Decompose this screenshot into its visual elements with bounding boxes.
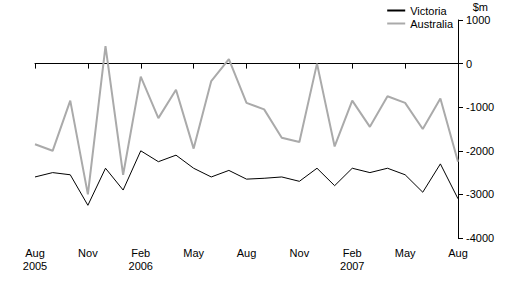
svg-text:-1000: -1000	[466, 101, 494, 113]
svg-text:2007: 2007	[340, 260, 364, 272]
svg-text:Feb: Feb	[343, 247, 362, 259]
svg-text:1000: 1000	[466, 14, 490, 26]
svg-text:0: 0	[466, 58, 472, 70]
svg-text:Australia: Australia	[410, 18, 454, 30]
svg-text:2005: 2005	[23, 260, 47, 272]
svg-text:-2000: -2000	[466, 145, 494, 157]
svg-text:Nov: Nov	[290, 247, 310, 259]
svg-text:$m: $m	[473, 1, 488, 13]
svg-text:2006: 2006	[129, 260, 153, 272]
svg-text:-3000: -3000	[466, 188, 494, 200]
svg-text:May: May	[183, 247, 204, 259]
svg-text:Nov: Nov	[78, 247, 98, 259]
svg-text:Aug: Aug	[237, 247, 257, 259]
svg-text:Victoria: Victoria	[410, 5, 447, 17]
svg-text:Feb: Feb	[131, 247, 150, 259]
svg-text:May: May	[395, 247, 416, 259]
svg-text:Aug: Aug	[25, 247, 45, 259]
svg-text:Aug: Aug	[448, 247, 468, 259]
svg-text:-4000: -4000	[466, 232, 494, 244]
